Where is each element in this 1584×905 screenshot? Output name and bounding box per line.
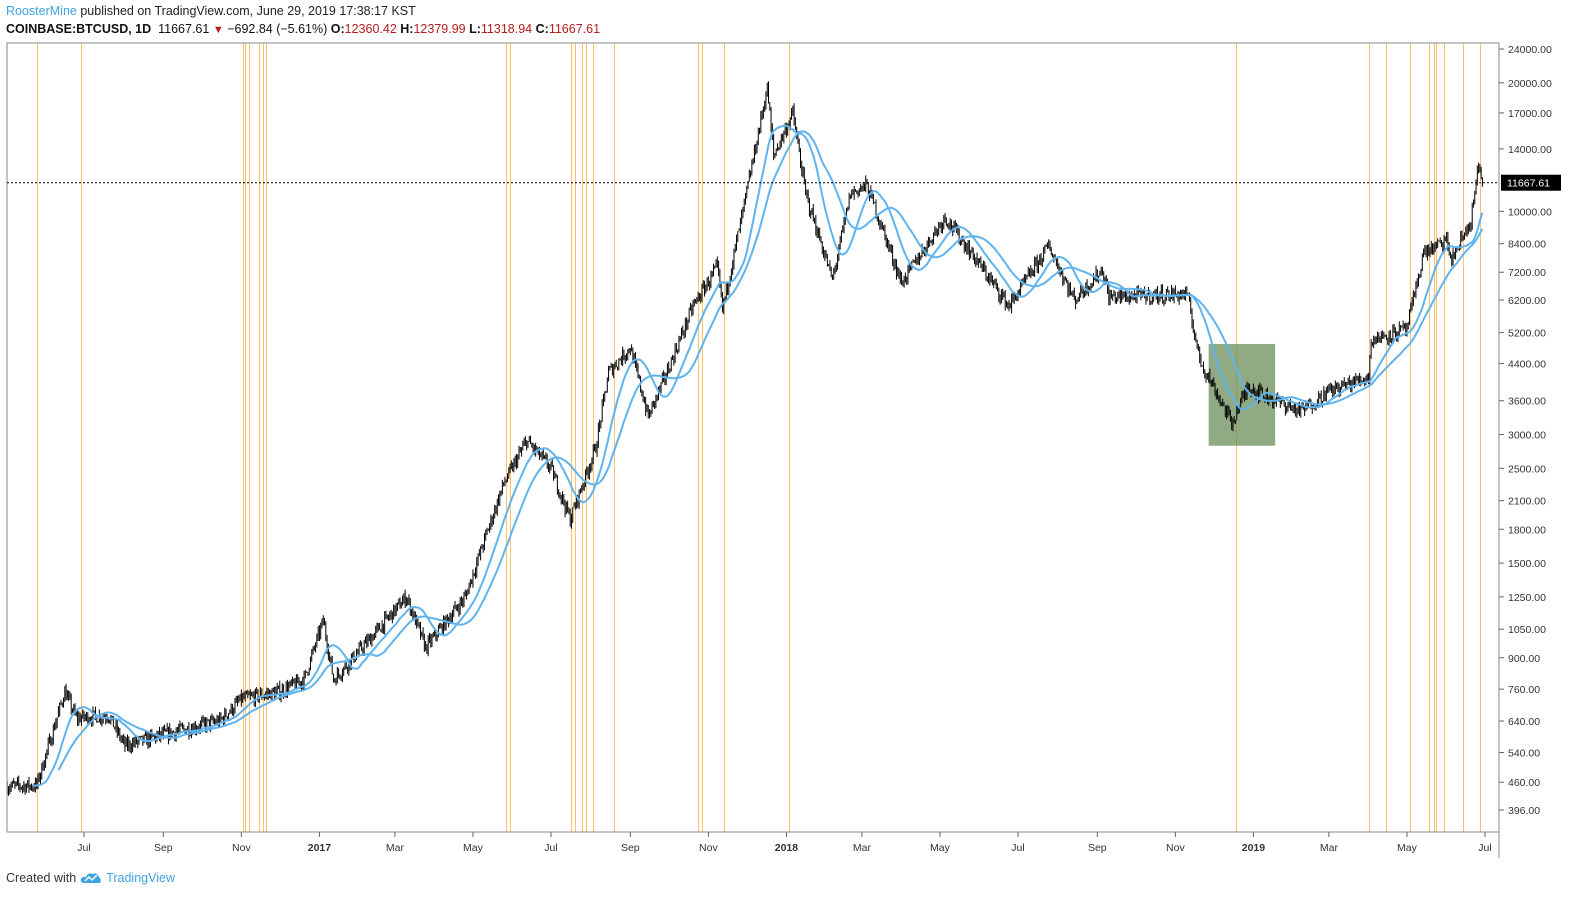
y-tick-label: 2500.00 bbox=[1508, 463, 1546, 475]
y-tick-label: 5200.00 bbox=[1508, 328, 1546, 340]
y-tick-label: 396.00 bbox=[1508, 805, 1540, 817]
y-tick-label: 2100.00 bbox=[1508, 496, 1546, 508]
author-link[interactable]: RoosterMine bbox=[6, 4, 77, 18]
last-price-label: 11667.61 bbox=[1507, 178, 1550, 190]
published-text: published on TradingView.com, June 29, 2… bbox=[80, 4, 416, 18]
x-tick-label: Sep bbox=[1088, 842, 1107, 854]
high-label: H: bbox=[400, 22, 414, 36]
price-change: −692.84 (−5.61%) bbox=[227, 22, 328, 36]
open-label: O: bbox=[330, 22, 345, 36]
low-label: L: bbox=[469, 22, 481, 36]
x-tick-label: 2018 bbox=[775, 842, 799, 854]
y-tick-label: 1500.00 bbox=[1508, 558, 1546, 570]
publish-info: RoosterMine published on TradingView.com… bbox=[6, 4, 416, 18]
open-value: 12360.42 bbox=[344, 22, 397, 36]
close-label: C: bbox=[535, 22, 549, 36]
y-tick-label: 640.00 bbox=[1508, 716, 1540, 728]
x-tick-label: 2017 bbox=[308, 842, 332, 854]
tradingview-link[interactable]: TradingView bbox=[106, 871, 175, 885]
y-tick-label: 460.00 bbox=[1508, 777, 1540, 789]
y-tick-label: 8400.00 bbox=[1508, 239, 1546, 251]
y-tick-label: 24000.00 bbox=[1508, 44, 1552, 56]
x-tick-label: Sep bbox=[621, 842, 640, 854]
tradingview-cloud-icon bbox=[80, 873, 101, 883]
x-tick-label: Mar bbox=[386, 842, 405, 854]
created-with-text: Created with bbox=[6, 871, 77, 885]
y-tick-label: 1050.00 bbox=[1508, 624, 1546, 636]
x-tick-label: May bbox=[930, 842, 951, 854]
y-tick-label: 540.00 bbox=[1508, 747, 1540, 759]
x-tick-label: Sep bbox=[154, 842, 173, 854]
x-tick-label: Jul bbox=[544, 842, 557, 854]
x-tick-label: Mar bbox=[1320, 842, 1339, 854]
last-price: 11667.61 bbox=[158, 22, 210, 36]
low-value: 11318.94 bbox=[480, 22, 533, 36]
symbol-legend: COINBASE:BTCUSD, 1D 11667.61 ▼ −692.84 (… bbox=[6, 22, 600, 36]
x-tick-label: 2019 bbox=[1242, 842, 1266, 854]
y-tick-label: 7200.00 bbox=[1508, 267, 1546, 279]
moving-average-line bbox=[32, 124, 1484, 787]
down-arrow-icon: ▼ bbox=[212, 24, 224, 36]
y-tick-label: 1250.00 bbox=[1508, 592, 1546, 604]
y-tick-label: 14000.00 bbox=[1508, 144, 1552, 156]
close-value: 11667.61 bbox=[548, 22, 601, 36]
x-tick-label: Nov bbox=[232, 842, 251, 854]
y-tick-label: 17000.00 bbox=[1508, 108, 1552, 120]
x-tick-label: Jul bbox=[77, 842, 90, 854]
y-tick-label: 760.00 bbox=[1508, 684, 1540, 696]
x-tick-label: Nov bbox=[699, 842, 718, 854]
y-tick-label: 10000.00 bbox=[1508, 206, 1552, 218]
y-tick-label: 1800.00 bbox=[1508, 524, 1546, 536]
footer: Created with TradingView bbox=[6, 871, 175, 885]
x-tick-label: May bbox=[463, 842, 484, 854]
x-tick-label: Jul bbox=[1011, 842, 1024, 854]
x-tick-label: May bbox=[1397, 842, 1418, 854]
symbol-name: COINBASE:BTCUSD, 1D bbox=[6, 22, 152, 36]
y-tick-label: 20000.00 bbox=[1508, 78, 1552, 90]
high-value: 12379.99 bbox=[413, 22, 466, 36]
last-price-tag bbox=[1501, 174, 1561, 191]
x-tick-label: Jul bbox=[1478, 842, 1491, 854]
x-tick-label: Mar bbox=[853, 842, 872, 854]
y-tick-label: 3000.00 bbox=[1508, 430, 1546, 442]
y-tick-label: 900.00 bbox=[1508, 653, 1540, 665]
moving-average-line bbox=[57, 130, 1484, 771]
x-tick-label: Nov bbox=[1166, 842, 1185, 854]
y-tick-label: 4400.00 bbox=[1508, 359, 1546, 371]
y-tick-label: 6200.00 bbox=[1508, 295, 1546, 307]
y-tick-label: 3600.00 bbox=[1508, 396, 1546, 408]
